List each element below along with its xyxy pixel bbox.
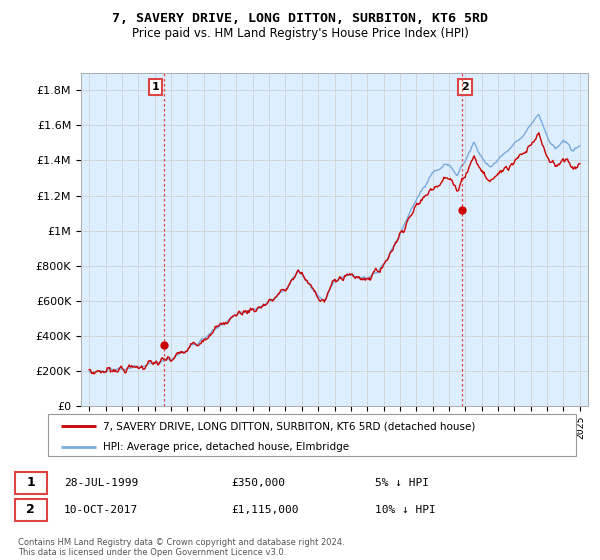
Text: HPI: Average price, detached house, Elmbridge: HPI: Average price, detached house, Elmb… [103,442,350,452]
FancyBboxPatch shape [48,414,576,456]
Text: 7, SAVERY DRIVE, LONG DITTON, SURBITON, KT6 5RD (detached house): 7, SAVERY DRIVE, LONG DITTON, SURBITON, … [103,421,476,431]
Text: 10% ↓ HPI: 10% ↓ HPI [375,505,436,515]
Text: 28-JUL-1999: 28-JUL-1999 [64,478,138,488]
Text: Contains HM Land Registry data © Crown copyright and database right 2024.
This d: Contains HM Land Registry data © Crown c… [18,538,344,557]
FancyBboxPatch shape [15,472,47,494]
Text: 5% ↓ HPI: 5% ↓ HPI [375,478,429,488]
Text: 2: 2 [461,82,469,92]
Text: 1: 1 [152,82,160,92]
FancyBboxPatch shape [15,499,47,521]
Text: 7, SAVERY DRIVE, LONG DITTON, SURBITON, KT6 5RD: 7, SAVERY DRIVE, LONG DITTON, SURBITON, … [112,12,488,25]
Text: 10-OCT-2017: 10-OCT-2017 [64,505,138,515]
Text: £350,000: £350,000 [231,478,285,488]
Text: 1: 1 [26,477,35,489]
Text: £1,115,000: £1,115,000 [231,505,298,515]
Text: 2: 2 [26,503,35,516]
Text: Price paid vs. HM Land Registry's House Price Index (HPI): Price paid vs. HM Land Registry's House … [131,27,469,40]
